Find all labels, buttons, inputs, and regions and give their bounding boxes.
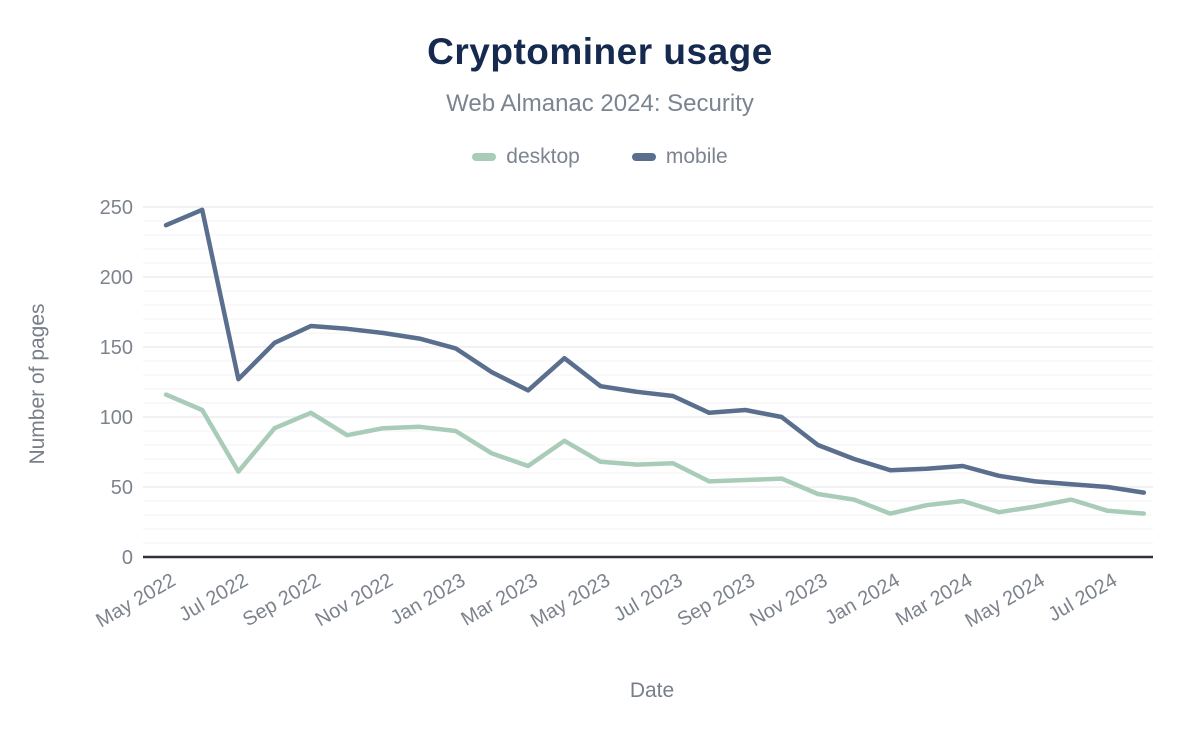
- legend-swatch-mobile: [631, 152, 656, 161]
- y-tick-label: 0: [122, 547, 133, 569]
- x-tick-label: Jan 2023: [387, 569, 469, 629]
- x-tick-label: Sep 2023: [674, 569, 759, 631]
- x-tick-label: Jan 2024: [822, 569, 904, 629]
- x-tick-label: May 2023: [527, 569, 614, 632]
- y-tick-label: 150: [100, 337, 133, 359]
- x-tick-label: Jul 2023: [610, 569, 686, 626]
- x-axis-title: Date: [630, 679, 674, 702]
- legend-label-mobile: mobile: [665, 145, 728, 168]
- x-tick-label: Mar 2024: [892, 569, 976, 630]
- x-tick-label: May 2024: [962, 569, 1049, 632]
- x-tick-label: Jul 2024: [1045, 569, 1121, 626]
- x-tick-label: Jul 2022: [175, 569, 251, 626]
- x-tick-label: May 2022: [92, 569, 179, 632]
- chart-title: Cryptominer usage: [427, 31, 773, 72]
- y-tick-label: 200: [100, 267, 133, 289]
- legend: desktop mobile: [0, 146, 1200, 167]
- legend-swatch-desktop: [472, 152, 497, 161]
- y-tick-label: 50: [111, 477, 133, 499]
- legend-item-desktop[interactable]: desktop: [472, 146, 580, 167]
- chart-subtitle: Web Almanac 2024: Security: [446, 90, 754, 117]
- legend-label-desktop: desktop: [506, 145, 580, 168]
- x-tick-label: Nov 2023: [746, 569, 831, 631]
- legend-item-mobile[interactable]: mobile: [631, 145, 728, 168]
- y-axis-title: Number of pages: [26, 303, 49, 464]
- desktop-line[interactable]: [163, 392, 1147, 516]
- y-tick-label: 250: [100, 197, 133, 219]
- x-tick-label: Sep 2022: [239, 569, 324, 631]
- mobile-line[interactable]: [163, 207, 1147, 495]
- x-tick-label: Mar 2023: [457, 569, 541, 630]
- x-tick-label: Nov 2022: [312, 569, 397, 631]
- y-tick-label: 100: [100, 407, 133, 429]
